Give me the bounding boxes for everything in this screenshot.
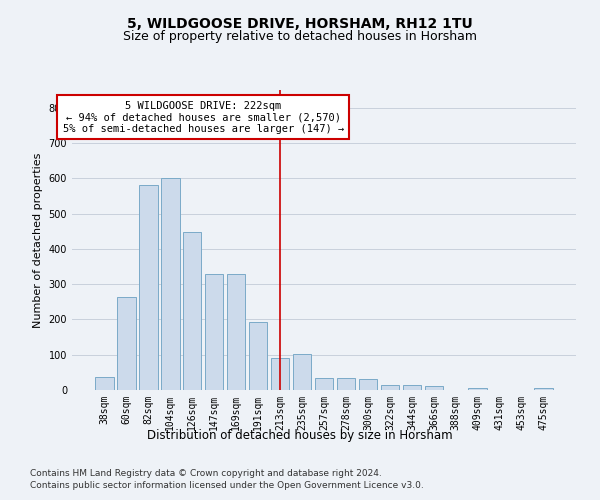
Bar (271, 358, 289, 390)
Bar (337, 378, 355, 390)
Bar (535, 388, 553, 390)
Text: Size of property relative to detached houses in Horsham: Size of property relative to detached ho… (123, 30, 477, 43)
Bar (227, 274, 245, 390)
Bar (249, 322, 268, 390)
Bar (183, 232, 202, 390)
Bar (380, 384, 399, 390)
Text: Contains HM Land Registry data © Crown copyright and database right 2024.: Contains HM Land Registry data © Crown c… (30, 468, 382, 477)
Bar (314, 378, 334, 390)
Bar (161, 178, 179, 390)
Bar (403, 384, 421, 390)
Bar (469, 388, 487, 390)
Y-axis label: Number of detached properties: Number of detached properties (33, 152, 43, 328)
Bar (293, 354, 311, 390)
Text: Distribution of detached houses by size in Horsham: Distribution of detached houses by size … (147, 428, 453, 442)
Bar (117, 297, 136, 390)
Text: Contains public sector information licensed under the Open Government Licence v3: Contains public sector information licen… (30, 481, 424, 490)
Bar (205, 274, 223, 390)
Text: 5, WILDGOOSE DRIVE, HORSHAM, RH12 1TU: 5, WILDGOOSE DRIVE, HORSHAM, RH12 1TU (127, 18, 473, 32)
Bar (95, 376, 113, 390)
Bar (139, 186, 158, 390)
Text: 5 WILDGOOSE DRIVE: 222sqm
← 94% of detached houses are smaller (2,570)
5% of sem: 5 WILDGOOSE DRIVE: 222sqm ← 94% of detac… (62, 100, 344, 134)
Bar (425, 386, 443, 390)
Bar (359, 380, 377, 390)
